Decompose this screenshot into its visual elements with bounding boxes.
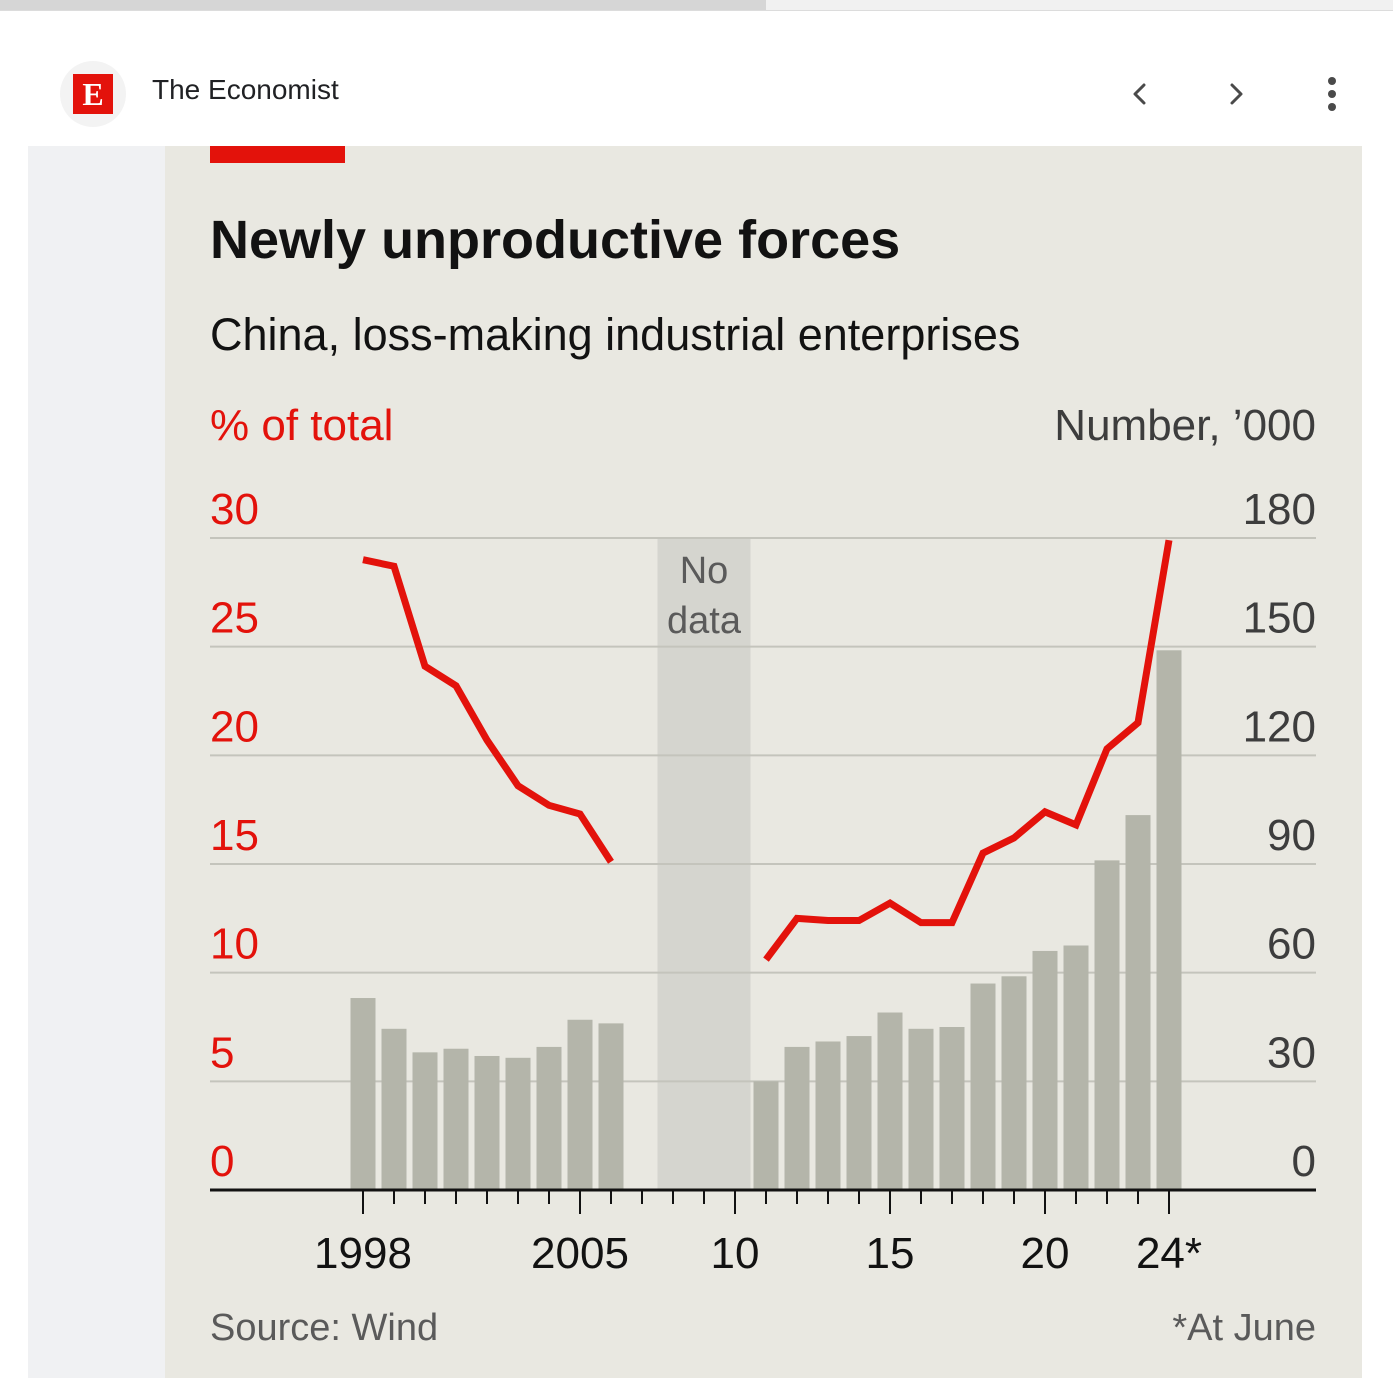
chart-accent-bar	[210, 146, 345, 163]
bar	[1156, 650, 1182, 1190]
y-right-tick-label: 0	[1292, 1137, 1316, 1186]
bar	[474, 1055, 500, 1190]
bar	[1094, 860, 1120, 1190]
y-right-tick-label: 120	[1243, 702, 1316, 751]
x-tick-label: 20	[1021, 1229, 1070, 1278]
y-right-tick-label: 30	[1267, 1028, 1316, 1077]
page-load-progress	[0, 0, 1393, 11]
bar	[598, 1023, 624, 1190]
bar	[939, 1027, 965, 1190]
bar	[381, 1028, 407, 1190]
page-load-progress-fill	[0, 0, 767, 10]
bar	[1125, 815, 1151, 1190]
bar	[443, 1048, 469, 1190]
y-left-tick-label: 30	[210, 485, 259, 534]
bar	[846, 1036, 872, 1190]
y-left-tick-label: 5	[210, 1028, 234, 1077]
y-left-tick-label: 25	[210, 594, 259, 643]
more-options-button[interactable]	[1306, 68, 1358, 120]
x-tick-label: 1998	[314, 1229, 412, 1278]
site-logo[interactable]: E	[60, 61, 126, 127]
y-left-axis-label: % of total	[210, 401, 393, 450]
more-vert-icon	[1328, 77, 1336, 111]
no-data-label: data	[667, 600, 742, 642]
bar	[505, 1057, 531, 1190]
y-left-tick-label: 20	[210, 702, 259, 751]
app-bar: E The Economist	[0, 11, 1393, 145]
bar	[567, 1019, 593, 1190]
line-series-share	[362, 556, 614, 864]
chart-footnote: *At June	[1172, 1307, 1316, 1349]
economist-logo-icon: E	[73, 74, 113, 114]
chevron-right-icon	[1230, 83, 1243, 105]
forward-button[interactable]	[1210, 68, 1262, 120]
line-series-share	[763, 539, 1173, 962]
chart-title: Newly unproductive forces	[210, 210, 900, 270]
bar	[970, 983, 996, 1190]
chart-subtitle: China, loss-making industrial enterprise…	[210, 309, 1020, 360]
bar	[412, 1052, 438, 1190]
no-data-label: No	[680, 550, 729, 592]
y-right-tick-label: 150	[1243, 594, 1316, 643]
bar	[784, 1046, 810, 1190]
bar	[908, 1028, 934, 1190]
x-tick-label: 10	[711, 1229, 760, 1278]
bar	[877, 1012, 903, 1190]
x-tick-label: 15	[866, 1229, 915, 1278]
bar	[815, 1041, 841, 1190]
y-left-tick-label: 0	[210, 1137, 234, 1186]
y-right-tick-label: 90	[1267, 811, 1316, 860]
y-left-tick-label: 10	[210, 920, 259, 969]
bar	[1001, 976, 1027, 1190]
y-left-tick-label: 15	[210, 811, 259, 860]
x-tick-label: 2005	[531, 1229, 629, 1278]
bar	[753, 1081, 779, 1190]
bar	[1032, 950, 1058, 1190]
bar	[350, 998, 376, 1190]
site-name: The Economist	[152, 74, 339, 105]
chevron-left-icon	[1133, 83, 1146, 105]
back-button[interactable]	[1114, 68, 1166, 120]
chart-source: Source: Wind	[210, 1307, 438, 1349]
y-right-axis-label: Number, ’000	[1054, 401, 1316, 450]
page-margin	[1362, 146, 1393, 1400]
y-right-tick-label: 180	[1243, 485, 1316, 534]
bar	[1063, 945, 1089, 1190]
x-tick-label: 24*	[1136, 1229, 1202, 1278]
y-right-tick-label: 60	[1267, 920, 1316, 969]
bar	[536, 1046, 562, 1190]
